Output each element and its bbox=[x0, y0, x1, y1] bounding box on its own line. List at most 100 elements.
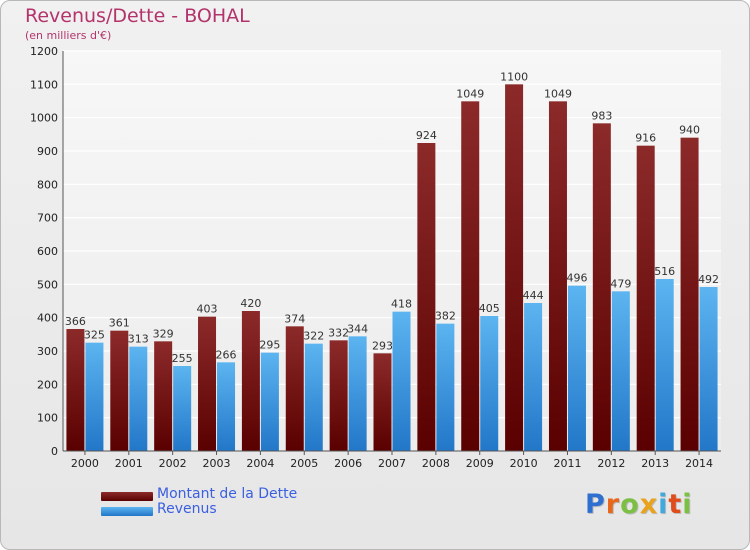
data-label-debt: 1100 bbox=[500, 70, 528, 83]
x-tick-label: 2006 bbox=[334, 457, 362, 470]
bar-revenue bbox=[129, 346, 148, 451]
data-label-revenue: 295 bbox=[259, 339, 280, 352]
axes: 0 100 200 300 400 500 600 700 800 900 1000 1100 1200… bbox=[30, 45, 721, 470]
bar-debt bbox=[285, 326, 304, 451]
bar-debt bbox=[417, 143, 436, 451]
data-label-revenue: 444 bbox=[523, 289, 544, 302]
bar-revenue bbox=[392, 311, 411, 451]
x-tick-label: 2009 bbox=[466, 457, 494, 470]
data-label-revenue: 382 bbox=[435, 310, 456, 323]
data-label-revenue: 325 bbox=[84, 329, 105, 342]
bar-revenue bbox=[217, 362, 236, 451]
bar-debt bbox=[154, 341, 173, 451]
bar-revenue bbox=[524, 303, 543, 451]
x-tick-label: 2000 bbox=[71, 457, 99, 470]
x-tick-label: 2004 bbox=[246, 457, 274, 470]
data-label-revenue: 255 bbox=[172, 352, 193, 365]
y-tick-label: 100 bbox=[37, 412, 58, 425]
logo-letter: o bbox=[620, 489, 640, 520]
data-label-debt: 366 bbox=[65, 315, 86, 328]
bar-debt bbox=[329, 340, 348, 451]
bar-revenue bbox=[304, 343, 323, 451]
y-tick-label: 1200 bbox=[30, 45, 58, 58]
bar-debt bbox=[66, 329, 85, 451]
logo-letter: x bbox=[639, 489, 659, 520]
y-tick-label: 400 bbox=[37, 312, 58, 325]
bar-revenue bbox=[85, 342, 104, 451]
data-label-debt: 361 bbox=[109, 317, 130, 330]
bar-revenue bbox=[436, 323, 455, 451]
y-tick-label: 1100 bbox=[30, 78, 58, 91]
bar-debt bbox=[241, 311, 260, 451]
bar-revenue bbox=[173, 366, 192, 451]
data-label-debt: 332 bbox=[328, 326, 349, 339]
data-label-revenue: 322 bbox=[303, 330, 324, 343]
legend-swatch-revenue bbox=[101, 507, 153, 516]
bars bbox=[66, 84, 718, 451]
bar-debt bbox=[110, 330, 129, 451]
data-label-debt: 924 bbox=[416, 129, 437, 142]
data-label-debt: 1049 bbox=[544, 87, 572, 100]
x-tick-label: 2007 bbox=[378, 457, 406, 470]
bar-debt bbox=[636, 145, 655, 451]
logo-letter: i bbox=[658, 489, 669, 520]
bar-revenue bbox=[611, 291, 630, 451]
bar-debt bbox=[505, 84, 524, 451]
x-tick-label: 2001 bbox=[115, 457, 143, 470]
proxiti-logo: Proxiti bbox=[585, 489, 693, 520]
bar-debt bbox=[680, 137, 699, 451]
x-tick-label: 2003 bbox=[203, 457, 231, 470]
data-label-revenue: 496 bbox=[566, 272, 587, 285]
logo-letter: t bbox=[668, 489, 683, 520]
data-label-revenue: 516 bbox=[654, 265, 675, 278]
data-label-debt: 403 bbox=[197, 303, 218, 316]
logo-letter: r bbox=[605, 489, 621, 520]
y-tick-label: 900 bbox=[37, 145, 58, 158]
bar-debt bbox=[373, 353, 392, 451]
bar-revenue bbox=[480, 316, 499, 451]
bar-revenue bbox=[567, 285, 586, 451]
data-label-revenue: 492 bbox=[698, 273, 719, 286]
x-tick-label: 2012 bbox=[597, 457, 625, 470]
y-tick-label: 300 bbox=[37, 345, 58, 358]
y-tick-label: 500 bbox=[37, 278, 58, 291]
x-tick-label: 2002 bbox=[159, 457, 187, 470]
bar-debt bbox=[592, 123, 611, 451]
bar-debt bbox=[548, 101, 567, 451]
data-label-debt: 916 bbox=[635, 132, 656, 145]
data-label-debt: 1049 bbox=[456, 87, 484, 100]
x-tick-label: 2011 bbox=[553, 457, 581, 470]
bar-revenue bbox=[260, 352, 279, 451]
data-label-revenue: 313 bbox=[128, 333, 149, 346]
x-tick-label: 2013 bbox=[641, 457, 669, 470]
y-tick-label: 700 bbox=[37, 212, 58, 225]
data-label-debt: 374 bbox=[284, 312, 305, 325]
data-label-revenue: 418 bbox=[391, 298, 412, 311]
data-label-revenue: 405 bbox=[479, 302, 500, 315]
data-label-debt: 329 bbox=[153, 327, 174, 340]
y-tick-label: 200 bbox=[37, 378, 58, 391]
data-label-revenue: 266 bbox=[216, 348, 237, 361]
legend-label-revenue: Revenus bbox=[157, 501, 217, 517]
x-tick-label: 2008 bbox=[422, 457, 450, 470]
logo-letter: P bbox=[585, 489, 606, 520]
legend-label-debt: Montant de la Dette bbox=[157, 486, 298, 502]
bar-revenue bbox=[699, 287, 718, 451]
logo-letter: i bbox=[682, 489, 693, 520]
chart-subtitle: (en milliers d'€) bbox=[25, 29, 112, 42]
y-tick-label: 1000 bbox=[30, 112, 58, 125]
x-tick-label: 2014 bbox=[685, 457, 713, 470]
data-label-debt: 983 bbox=[591, 109, 612, 122]
y-tick-label: 600 bbox=[37, 245, 58, 258]
data-label-debt: 940 bbox=[679, 124, 700, 137]
bar-revenue bbox=[655, 279, 674, 451]
legend-swatch-debt bbox=[101, 492, 153, 501]
data-label-revenue: 479 bbox=[610, 277, 631, 290]
data-label-revenue: 344 bbox=[347, 322, 368, 335]
y-tick-label: 0 bbox=[51, 445, 58, 458]
bar-debt bbox=[198, 316, 217, 451]
bar-debt bbox=[461, 101, 480, 451]
